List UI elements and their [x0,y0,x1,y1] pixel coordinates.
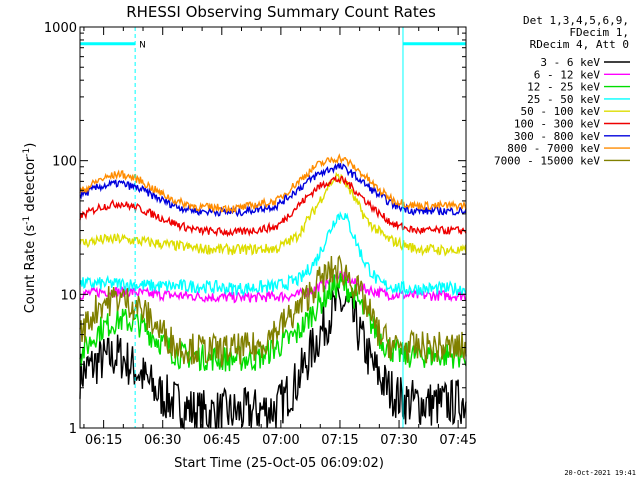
render-timestamp: 20-Oct-2021 19:41 [564,469,636,477]
legend-entry-label: 300 - 800 keV [514,130,600,143]
plot-frame [79,26,467,429]
legend-entry-label: 800 - 7000 keV [507,142,600,155]
legend-header-line-3: RDecim 4, Att 0 [530,38,629,51]
series-line-5 [79,175,467,238]
legend-header-line-2: FDecim 1, [569,26,629,39]
y-tick-label: 1000 [44,21,77,36]
y-tick-label: 10 [60,288,77,303]
legend-entry-label: 100 - 300 keV [514,118,600,131]
x-tick-label: 07:15 [321,433,358,448]
x-tick-label: 07:00 [262,433,299,448]
series-line-0 [79,283,467,430]
legend-header-line-1: Det 1,3,4,5,6,9, [523,14,629,27]
series-line-7 [79,153,467,215]
x-tick-label: 06:45 [203,433,240,448]
series-line-6 [79,162,467,218]
night-label: N [139,41,146,51]
x-axis-label: Start Time (25-Oct-05 06:09:02) [174,456,384,471]
x-tick-label: 06:30 [144,433,181,448]
legend-entry-label: 12 - 25 keV [527,81,600,94]
series-line-8 [79,254,467,369]
x-tick-label: 06:15 [85,433,122,448]
y-tick-label: 1 [69,422,77,437]
y-axis-label-mid: detector [23,156,38,216]
legend-entry-label: 25 - 50 keV [527,93,600,106]
legend-entry-label: 7000 - 15000 keV [494,154,600,167]
y-axis-label-end: ) [23,143,38,148]
legend-entry-label: 6 - 12 keV [534,68,601,81]
series-line-4 [79,171,467,257]
series-line-3 [79,211,467,298]
y-tick-label: 100 [52,155,77,170]
series-line-1 [79,270,467,304]
legend-entry-label: 3 - 6 keV [540,56,600,69]
x-tick-label: 07:30 [380,433,417,448]
x-tick-label: 07:45 [439,433,476,448]
y-axis-label-sup2: -1 [22,148,32,157]
y-axis-label-sup1: -1 [22,216,32,225]
legend-entry-label: 50 - 100 keV [521,105,601,118]
plot-area: N 06:15 06:30 06:45 07:00 07:15 07:30 07:45 1 10 1… [44,21,477,448]
y-axis-label-main: Count Rate (s [23,225,38,314]
chart-title: RHESSI Observing Summary Count Rates [126,3,436,21]
y-axis-label: Count Rate (s-1 detector-1) [22,143,38,314]
legend: Det 1,3,4,5,6,9, FDecim 1, RDecim 4, Att… [494,14,630,167]
